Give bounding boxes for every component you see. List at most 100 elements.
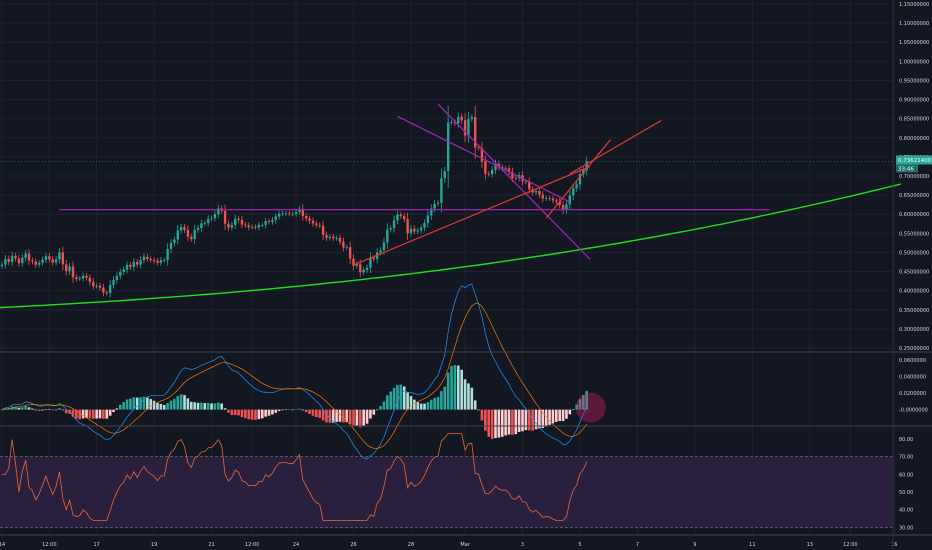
macd-bar <box>91 409 95 419</box>
macd-bar <box>20 407 24 410</box>
macd-bar <box>487 409 491 437</box>
candle-body <box>332 236 335 239</box>
candle-body <box>575 184 578 189</box>
candle-body <box>338 237 342 242</box>
countdown-badge <box>896 164 918 173</box>
macd-bar <box>237 409 240 416</box>
candle-body <box>413 228 416 232</box>
candle-body <box>223 210 227 224</box>
candle-body <box>379 250 382 253</box>
candle-body <box>257 224 261 228</box>
macd-bar <box>446 372 450 410</box>
macd-bar <box>450 366 453 410</box>
y-tick-label: 1.05000000 <box>899 40 929 46</box>
macd-bar <box>200 402 203 410</box>
candle-body <box>403 216 406 220</box>
macd-bar <box>500 409 504 437</box>
macd-y-tick-label: 0.0600000 <box>899 358 926 364</box>
x-tick-label: 19 <box>151 542 157 548</box>
macd-bar <box>244 409 247 419</box>
candle-body <box>487 173 490 175</box>
x-tick-label: Mar <box>460 542 470 548</box>
candle-body <box>166 249 169 261</box>
y-tick-label: 0.80000000 <box>899 136 929 142</box>
y-tick-label: 0.65000000 <box>899 193 929 199</box>
macd-bar <box>507 409 511 435</box>
macd-bar <box>173 398 176 410</box>
candle-body <box>169 242 173 250</box>
x-tick-label: 26 <box>350 542 356 548</box>
macd-bar <box>541 409 545 428</box>
candle-body <box>142 256 146 261</box>
macd-y-tick-label: -0.0000000 <box>899 408 928 414</box>
candle-body <box>416 230 419 232</box>
macd-bar <box>301 409 305 411</box>
last-price-label: 0.73621400 <box>898 158 932 164</box>
macd-bar <box>210 403 213 410</box>
macd-bar <box>105 409 109 419</box>
candle-body <box>206 218 210 224</box>
drawings <box>0 103 902 309</box>
y-tick-label: 0.35000000 <box>899 308 929 314</box>
candle-body <box>301 208 305 217</box>
macd-bar <box>142 396 146 410</box>
candle-body <box>34 261 37 265</box>
candle-body <box>572 188 575 196</box>
macd-bar <box>129 398 132 410</box>
highlight-circle <box>575 392 606 423</box>
y-tick-label: 1.10000000 <box>899 21 929 27</box>
candle-body <box>463 120 467 136</box>
macd-bar <box>217 402 220 410</box>
candle-body <box>274 216 277 220</box>
macd-bar <box>257 409 261 420</box>
candle-body <box>544 198 548 199</box>
macd-bar <box>544 409 548 427</box>
y-tick-label: 1.00000000 <box>899 59 929 65</box>
macd-bar <box>250 409 254 420</box>
candle-body <box>392 220 396 228</box>
macd-bar <box>470 387 474 410</box>
candle-body <box>369 257 372 268</box>
candle-body <box>227 223 230 228</box>
y-tick-label: 0.45000000 <box>899 270 929 276</box>
countdown-label: 33:46 <box>898 166 914 172</box>
macd-bar <box>409 396 413 410</box>
candle-body <box>159 260 163 263</box>
candle-body <box>240 219 244 225</box>
candle-body <box>95 285 98 287</box>
candle-body <box>119 271 122 276</box>
macd-bar <box>54 409 58 411</box>
macd-bar <box>413 399 416 410</box>
macd-bar <box>358 409 362 428</box>
candle-body <box>470 117 474 120</box>
candle-body <box>75 277 78 279</box>
macd-bar <box>517 409 521 432</box>
macd-bar <box>24 406 27 410</box>
macd-bar <box>325 409 328 423</box>
y-tick-label: 0.90000000 <box>899 98 929 104</box>
macd-bar <box>402 386 406 410</box>
rsi-line <box>2 433 588 521</box>
rsi-y-tick-label: 40.00 <box>899 508 913 514</box>
candle-body <box>112 279 115 285</box>
candle-body <box>372 257 375 259</box>
candle-body <box>146 256 149 259</box>
candle-body <box>568 195 572 205</box>
macd-bar <box>477 409 480 411</box>
candle-body <box>348 247 352 259</box>
macd-bar <box>342 409 345 423</box>
macd-bar <box>152 400 156 410</box>
macd-bar <box>115 408 119 410</box>
macd-bar <box>362 409 365 427</box>
x-tick-label: 12:00 <box>245 542 259 548</box>
candle-body <box>247 225 250 228</box>
macd-bar <box>135 397 139 410</box>
y-tick-label: 0.60000000 <box>899 212 929 218</box>
candle-body <box>14 255 17 259</box>
x-tick-label: 16 <box>891 542 897 548</box>
macd-bar <box>277 409 281 412</box>
candle-body <box>10 255 14 262</box>
macd-bar <box>284 409 288 411</box>
macd-bar <box>193 402 196 410</box>
